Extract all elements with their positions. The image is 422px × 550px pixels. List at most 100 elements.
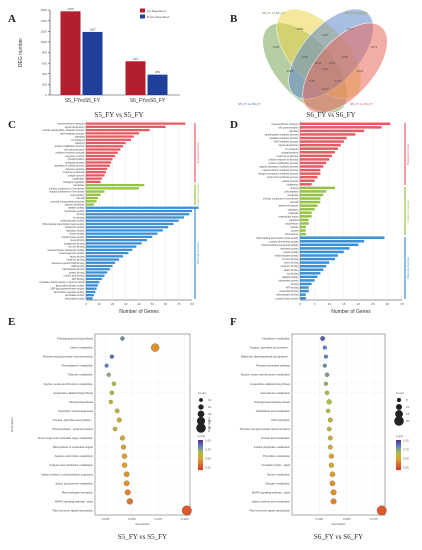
size-legend-label: 15 xyxy=(406,412,410,416)
color-legend-swatch xyxy=(396,443,401,445)
go-term-label: phosphorylation xyxy=(68,158,86,161)
go-bar xyxy=(300,200,321,204)
go-term-label: kinase activity xyxy=(284,251,300,254)
go-bar xyxy=(300,172,321,175)
go-term-label: organic substance metabolic process xyxy=(259,166,299,169)
go-term-label: vacuole xyxy=(290,226,299,229)
x-axis-label: Number of Genes xyxy=(119,309,159,315)
bar-data-label: 1187 xyxy=(89,27,96,31)
color-legend-swatch xyxy=(198,440,203,442)
go-bar xyxy=(86,261,116,264)
go-term-label: cell communication xyxy=(278,126,299,129)
data-point xyxy=(120,336,125,341)
go-term-label: biological regulation xyxy=(63,181,85,184)
color-legend-swatch xyxy=(198,456,203,459)
venn-set-ellipse xyxy=(302,22,388,114)
go-term-label: cellular process xyxy=(282,180,299,183)
pathway-label: Pentose and glucuronate interconversions xyxy=(43,355,94,359)
color-legend-swatch xyxy=(396,446,401,448)
go-bar xyxy=(300,229,306,232)
data-point xyxy=(325,408,331,414)
go-bar xyxy=(300,243,359,247)
pathway-label: DNA replication xyxy=(271,418,290,422)
go-bar xyxy=(86,148,121,151)
color-legend-label: 1.00 xyxy=(205,439,211,443)
go-bar xyxy=(86,232,158,235)
go-bar xyxy=(86,271,108,274)
go-term-label: localization xyxy=(287,183,299,186)
go-bar xyxy=(300,289,309,293)
venn-region-count: 1100 xyxy=(309,79,316,83)
go-bar xyxy=(300,207,315,211)
go-bar xyxy=(300,222,309,225)
size-legend-dot xyxy=(396,397,402,403)
go-bar xyxy=(86,238,147,242)
go-term-label: DNA-binding transcription factor activit… xyxy=(257,237,300,240)
go-bar xyxy=(86,274,105,277)
go-term-label: response to stimulus xyxy=(277,155,300,158)
go-bar xyxy=(86,125,166,128)
pathway-label: Plant pathogen interaction xyxy=(62,490,94,494)
data-point xyxy=(114,408,120,414)
x-tick-label: 0.075 xyxy=(155,517,163,521)
go-bar xyxy=(86,219,179,222)
color-legend-swatch xyxy=(198,444,203,447)
color-legend-label: 0.75 xyxy=(403,448,409,452)
data-point xyxy=(323,354,328,359)
go-bar xyxy=(300,261,330,264)
pathway-label: Plant hormone signal transduction xyxy=(249,508,290,512)
bar xyxy=(82,31,103,95)
y-axis-label: Description xyxy=(207,417,211,432)
pathway-label: Photosynthesis - antenna proteins xyxy=(52,427,93,431)
chart-d: S6_FY vs S6_FY 0 5 10 15 20 25 30 35 Number of Ge… xyxy=(257,111,410,315)
go-bar xyxy=(86,171,106,174)
pathway-label: Arachidonic acid metabolism xyxy=(256,409,291,413)
go-bar xyxy=(86,287,97,290)
color-legend-swatch xyxy=(396,461,401,463)
go-term-label: peroxidase activity xyxy=(65,294,85,297)
venn-region-count: 2000 xyxy=(342,55,349,59)
go-bar xyxy=(300,218,309,222)
color-legend-swatch xyxy=(396,450,401,453)
go-term-label: protein kinase activity xyxy=(62,236,86,239)
go-bar xyxy=(86,132,139,135)
color-legend-title: p.adj xyxy=(198,434,205,438)
chart-title: S6_FY vs S6_FY xyxy=(306,111,355,119)
data-point xyxy=(322,345,327,350)
x-axis-label: GeneRatio xyxy=(135,522,150,526)
color-legend-swatch xyxy=(198,452,203,454)
go-term-label: oxidation-reduction process xyxy=(55,152,85,155)
pathway-label: Cysteine and methionine metabolism xyxy=(49,463,94,467)
x-axis-label: Number of Genes xyxy=(331,309,371,315)
venn-region-count: 1020 xyxy=(357,69,364,73)
go-term-label: cytoplasm xyxy=(288,208,299,211)
color-legend-swatch xyxy=(396,441,401,444)
go-term-label: intrinsic component of membrane xyxy=(263,198,299,201)
go-bar xyxy=(300,190,327,193)
go-term-label: nucleus xyxy=(290,187,299,190)
go-bar xyxy=(86,128,150,132)
color-legend-swatch xyxy=(396,455,401,457)
data-point xyxy=(104,363,109,368)
chart-a: 0 200 400 600 800 1000 1200 1400 1600 DEG number 1… xyxy=(18,7,180,104)
color-legend-swatch xyxy=(198,467,203,469)
color-legend-swatch xyxy=(396,449,401,451)
color-legend-swatch xyxy=(198,446,203,448)
x-tick-label: 0.075 xyxy=(370,517,378,521)
go-bar xyxy=(300,154,333,158)
go-bar xyxy=(86,242,142,245)
data-point xyxy=(329,480,336,487)
venn-region-count: 3053 xyxy=(315,61,322,65)
data-point xyxy=(112,426,118,432)
go-term-label: iron ion binding xyxy=(282,258,299,261)
go-bar xyxy=(86,284,98,287)
go-term-label: cytoskeleton xyxy=(285,223,299,226)
go-bar xyxy=(300,140,344,143)
x-tick-label: 0.050 xyxy=(128,517,136,521)
go-bar xyxy=(86,151,118,154)
pathway-label: alpha-Linolenic acid metabolism xyxy=(252,499,291,503)
panel-label-c: C xyxy=(8,119,16,131)
go-bar xyxy=(86,209,192,213)
bar-data-label: 635 xyxy=(133,57,138,61)
